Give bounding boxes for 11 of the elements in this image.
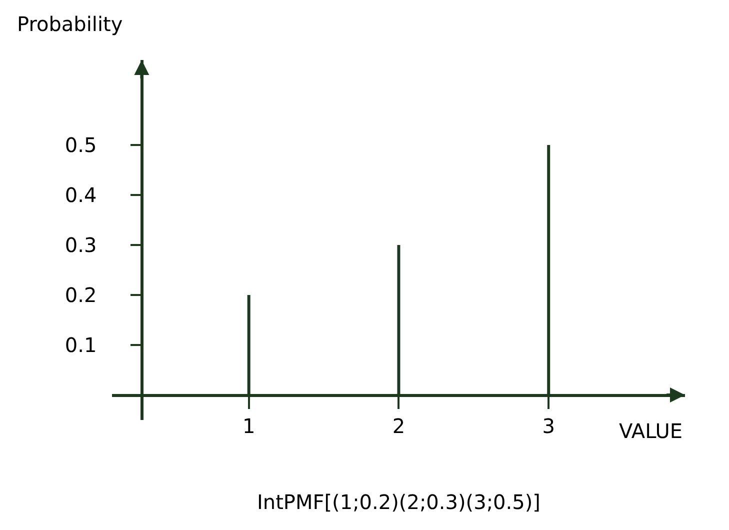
y-axis-title: Probability [17, 12, 123, 36]
x-axis-title: VALUE [619, 419, 683, 443]
y-tick-label: 0.2 [64, 283, 97, 307]
x-tick-label: 2 [392, 414, 406, 438]
y-tick-label: 0.5 [64, 133, 97, 157]
x-tick-label: 1 [242, 414, 256, 438]
x-tick-label: 3 [542, 414, 555, 438]
y-tick-label: 0.1 [64, 333, 97, 357]
y-tick-label: 0.3 [64, 233, 97, 257]
y-tick-label: 0.4 [64, 183, 97, 207]
text: IntPMF[(1;0.2)(2;0.3)(3;0.5)] [257, 490, 540, 514]
